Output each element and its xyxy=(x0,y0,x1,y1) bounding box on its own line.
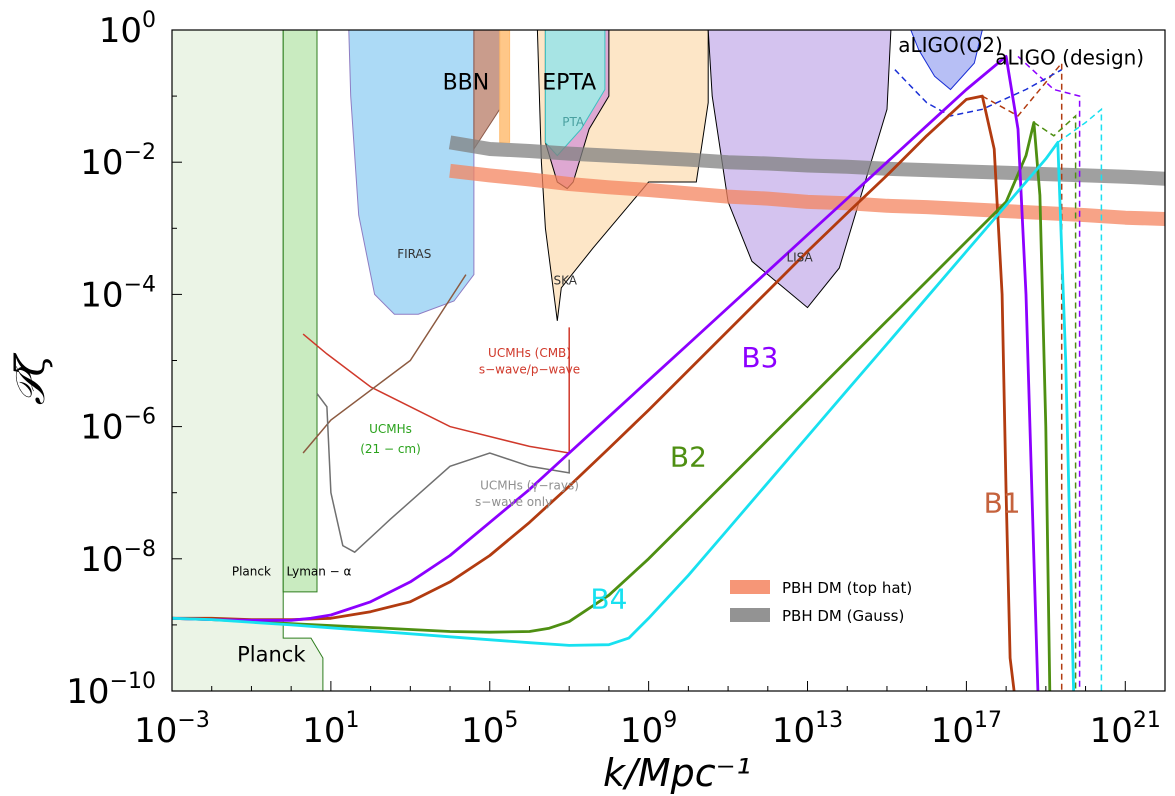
annotation-ucmhs: UCMHs xyxy=(369,422,412,436)
x-axis-label: k/Mpc⁻¹ xyxy=(603,751,751,795)
series-b4 xyxy=(171,141,1075,692)
annotation-21-cm: (21 − cm) xyxy=(360,442,421,456)
annotation-ska: SKA xyxy=(553,274,577,288)
region-lyman xyxy=(282,29,318,593)
legend-label-pbh-dm-gauss: PBH DM (Gauss) xyxy=(782,607,904,625)
annotation-aligo-o2: aLIGO(O2) xyxy=(898,33,1003,57)
ucmh-lines xyxy=(302,274,570,554)
y-tick-label: 100 xyxy=(99,8,156,51)
annotation-planck: Planck xyxy=(232,564,271,578)
x-tick-label: 1013 xyxy=(772,708,843,751)
legend: PBH DM (top hat) PBH DM (Gauss) xyxy=(730,579,912,625)
annotation-epta: EPTA xyxy=(542,71,596,96)
line-ucmhs-21-cm xyxy=(302,274,467,454)
annotation-b3: B3 xyxy=(741,341,778,374)
region-bbn-orange xyxy=(499,29,511,143)
annotation-bbn: BBN xyxy=(443,71,490,96)
y-tick-label: 10−6 xyxy=(80,405,156,448)
y-tick-label: 10−2 xyxy=(80,140,156,183)
annotation-pta: PTA xyxy=(562,115,585,129)
dashed-b3-dashed xyxy=(1017,55,1081,691)
annotation-lisa: LISA xyxy=(786,250,813,264)
legend-swatch-pbh-dm-gauss xyxy=(730,608,770,622)
dashed-aligo-design xyxy=(894,69,1063,117)
annotation-firas: FIRAS xyxy=(397,247,431,261)
y-axis-label: 𝒫ζ xyxy=(8,352,54,405)
y-tick-label: 10−8 xyxy=(80,537,156,580)
legend-label-pbh-dm-top-hat: PBH DM (top hat) xyxy=(782,579,912,597)
dashed-b4-dashed xyxy=(1057,107,1103,691)
band-pbh-dm-gauss xyxy=(448,135,1166,186)
annotation-planck: Planck xyxy=(237,642,306,666)
annotation-aligo-design: aLIGO (design) xyxy=(995,45,1144,69)
x-tick-label: 1017 xyxy=(931,708,1002,751)
annotation-ucmhs-cmb: UCMHs (CMB) xyxy=(488,346,571,360)
annotation-b1: B1 xyxy=(984,487,1021,520)
series-curves xyxy=(171,55,1075,692)
x-tick-label: 105 xyxy=(461,708,518,751)
legend-swatch-pbh-dm-top-hat xyxy=(730,580,770,594)
annotation-lyman: Lyman − α xyxy=(287,564,352,578)
line-ucmhs-rays-s-wave-only xyxy=(316,393,570,554)
dashed-extensions xyxy=(894,55,1103,691)
annotations: aLIGO(O2)aLIGO (design) BBN EPTA PTA FIRAS SK… xyxy=(232,33,1144,666)
annotation-s-wave-only: s−wave only xyxy=(475,495,552,509)
constraint-regions xyxy=(171,29,983,692)
y-tick-label: 10−10 xyxy=(66,669,156,712)
series-b3 xyxy=(171,55,1040,692)
x-tick-label: 109 xyxy=(620,708,677,751)
y-tick-label: 10−4 xyxy=(80,272,156,315)
annotation-b4: B4 xyxy=(590,582,627,615)
annotation-ucmhs-rays: UCMHs (γ−rays) xyxy=(480,478,579,492)
dashed-b2-dashed xyxy=(1033,114,1077,691)
x-tick-label: 10−3 xyxy=(134,708,210,751)
pbh-bands xyxy=(448,135,1166,226)
axes: 10−3 101 105 109 1013 1017 1021 100 10−2 10−4 10−6… xyxy=(66,8,1166,751)
series-b2 xyxy=(171,121,1052,692)
band-pbh-dm-top-hat xyxy=(449,163,1166,226)
dashed-b1-dashed xyxy=(981,61,1063,691)
x-tick-label: 1021 xyxy=(1090,708,1161,751)
annotation-s-wave-p-wave: s−wave/p−wave xyxy=(479,363,580,377)
series-b1 xyxy=(172,94,1016,692)
annotation-b2: B2 xyxy=(670,440,707,473)
x-tick-label: 101 xyxy=(302,708,359,751)
